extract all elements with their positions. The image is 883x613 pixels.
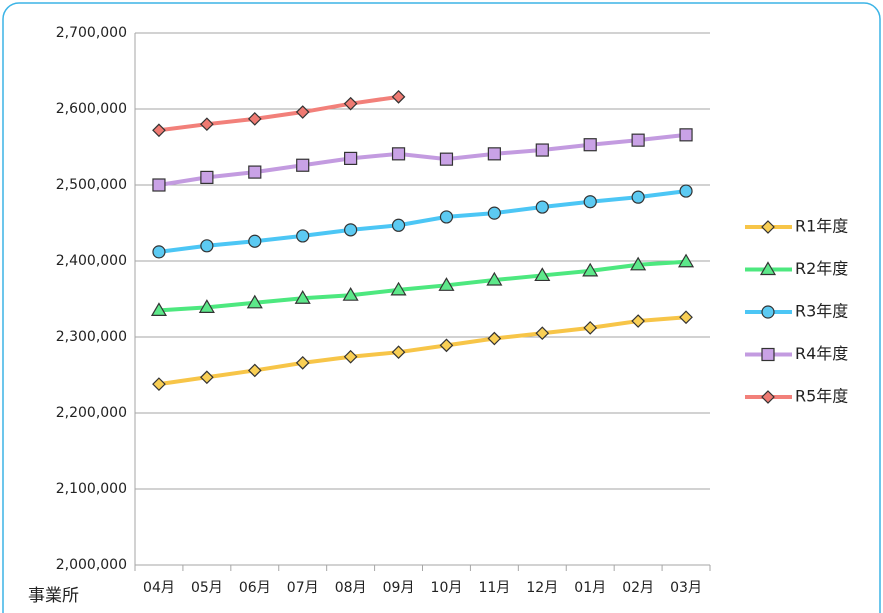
data-point [296,229,310,243]
data-point [535,143,549,157]
legend-marker [761,305,775,319]
data-point [534,267,551,282]
data-point [486,271,503,286]
data-point [246,294,263,309]
series-line [158,94,399,133]
data-point [582,262,599,277]
data-point [344,151,358,165]
series-line [158,132,687,187]
legend-label: R1年度 [795,217,848,236]
data-point [247,112,262,126]
data-point [343,349,358,364]
x-tick-label: 08月 [335,580,367,596]
data-point [294,290,311,304]
data-point [438,277,455,291]
x-tick-label: 02月 [622,580,654,596]
legend-marker [761,390,775,404]
data-point [200,239,214,253]
legend-label: R2年度 [795,259,848,278]
x-tick-label: 10月 [431,580,463,596]
x-tick-label: 07月 [287,580,319,596]
data-point [150,302,168,316]
legend-marker [761,220,775,234]
data-point [631,190,645,204]
series-line [158,189,687,254]
x-tick-label: 11月 [478,580,510,596]
legend-marker [759,261,777,276]
data-point [439,338,454,353]
data-point [390,281,407,296]
data-point [439,152,454,166]
data-point [487,147,501,161]
legend-marker [761,347,775,362]
data-point [152,123,166,138]
x-tick-label: 06月 [239,580,271,596]
data-point [630,256,647,271]
data-point [679,128,693,142]
data-point [583,138,597,152]
data-point [391,218,406,232]
x-tick-label: 12月 [526,580,558,596]
data-point [677,253,695,268]
data-point [344,223,358,237]
data-point [391,147,406,161]
data-point [535,200,549,214]
y-tick-label: 2,000,000 [56,557,127,573]
data-point [535,326,550,341]
y-tick-label: 2,300,000 [56,329,127,345]
y-tick-label: 2,700,000 [56,25,127,41]
legend-label: R3年度 [795,302,848,321]
data-point [679,310,693,325]
data-point [391,89,406,104]
data-point [342,287,359,301]
x-axis-label: 事業所 [28,586,79,606]
y-tick-label: 2,100,000 [56,481,127,497]
data-point [631,314,645,328]
data-point [152,178,166,192]
data-point [295,105,310,119]
x-tick-label: 04月 [143,580,175,596]
data-point [391,345,406,360]
data-point [487,206,501,220]
y-tick-label: 2,400,000 [56,253,127,269]
data-point [247,363,262,378]
data-point [200,370,214,385]
x-tick-label: 09月 [383,580,415,596]
legend-label: R4年度 [795,344,848,363]
data-point [583,195,597,209]
x-tick-label: 05月 [191,580,223,596]
data-point [296,158,310,172]
data-point [248,234,262,248]
data-point [343,96,358,111]
y-tick-label: 2,600,000 [56,101,127,117]
legend-label: R5年度 [795,387,848,406]
series-line [158,315,687,387]
data-point [583,321,598,335]
data-point [295,355,310,370]
data-point [200,170,214,184]
x-tick-label: 01月 [574,580,606,596]
data-point [198,299,215,313]
data-point [631,133,645,147]
data-point [152,377,166,391]
data-point [248,165,262,179]
y-tick-label: 2,200,000 [56,405,127,421]
data-point [200,117,214,132]
data-point [679,184,693,198]
y-tick-label: 2,500,000 [56,177,127,193]
series-line [158,259,687,313]
data-point [439,210,454,224]
data-point [487,331,502,346]
data-point [152,245,166,259]
x-tick-label: 03月 [670,580,702,596]
